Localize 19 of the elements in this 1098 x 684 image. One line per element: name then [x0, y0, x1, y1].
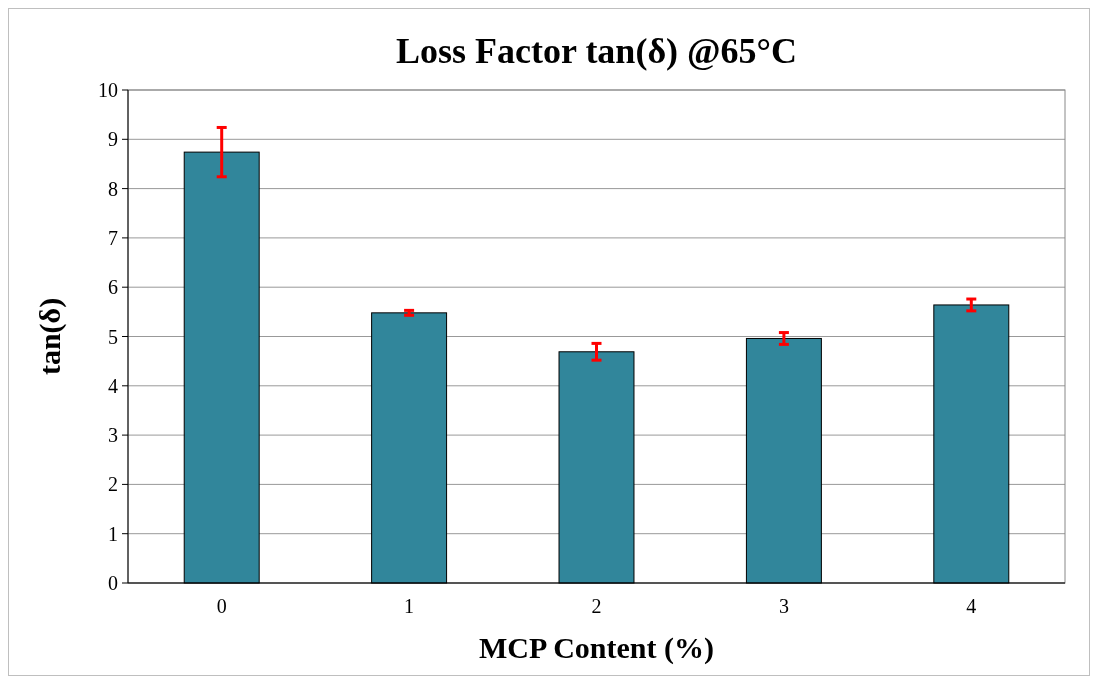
- y-tick-label: 6: [108, 276, 118, 299]
- y-tick-label: 4: [108, 374, 118, 397]
- y-tick-label: 8: [108, 177, 118, 200]
- y-tick-label: 1: [108, 522, 118, 545]
- y-tick-label: 5: [108, 325, 118, 348]
- y-tick-label: 10: [98, 79, 118, 101]
- y-tick-label: 9: [108, 128, 118, 151]
- x-tick-label: 1: [404, 595, 415, 617]
- y-axis-title: tan(δ): [33, 297, 67, 376]
- y-tick-label: 2: [108, 473, 118, 496]
- x-tick-label: 4: [966, 595, 977, 617]
- x-tick-label: 3: [778, 595, 789, 617]
- y-tick-label: 3: [108, 424, 118, 447]
- chart-title: Loss Factor tan(δ) @65°C: [396, 31, 797, 71]
- x-tick-label: 0: [216, 595, 227, 617]
- y-tick-label: 7: [108, 226, 118, 249]
- y-tick-label: 0: [108, 572, 118, 594]
- x-axis-title: MCP Content (%): [479, 631, 714, 665]
- x-tick-label: 2: [591, 595, 602, 617]
